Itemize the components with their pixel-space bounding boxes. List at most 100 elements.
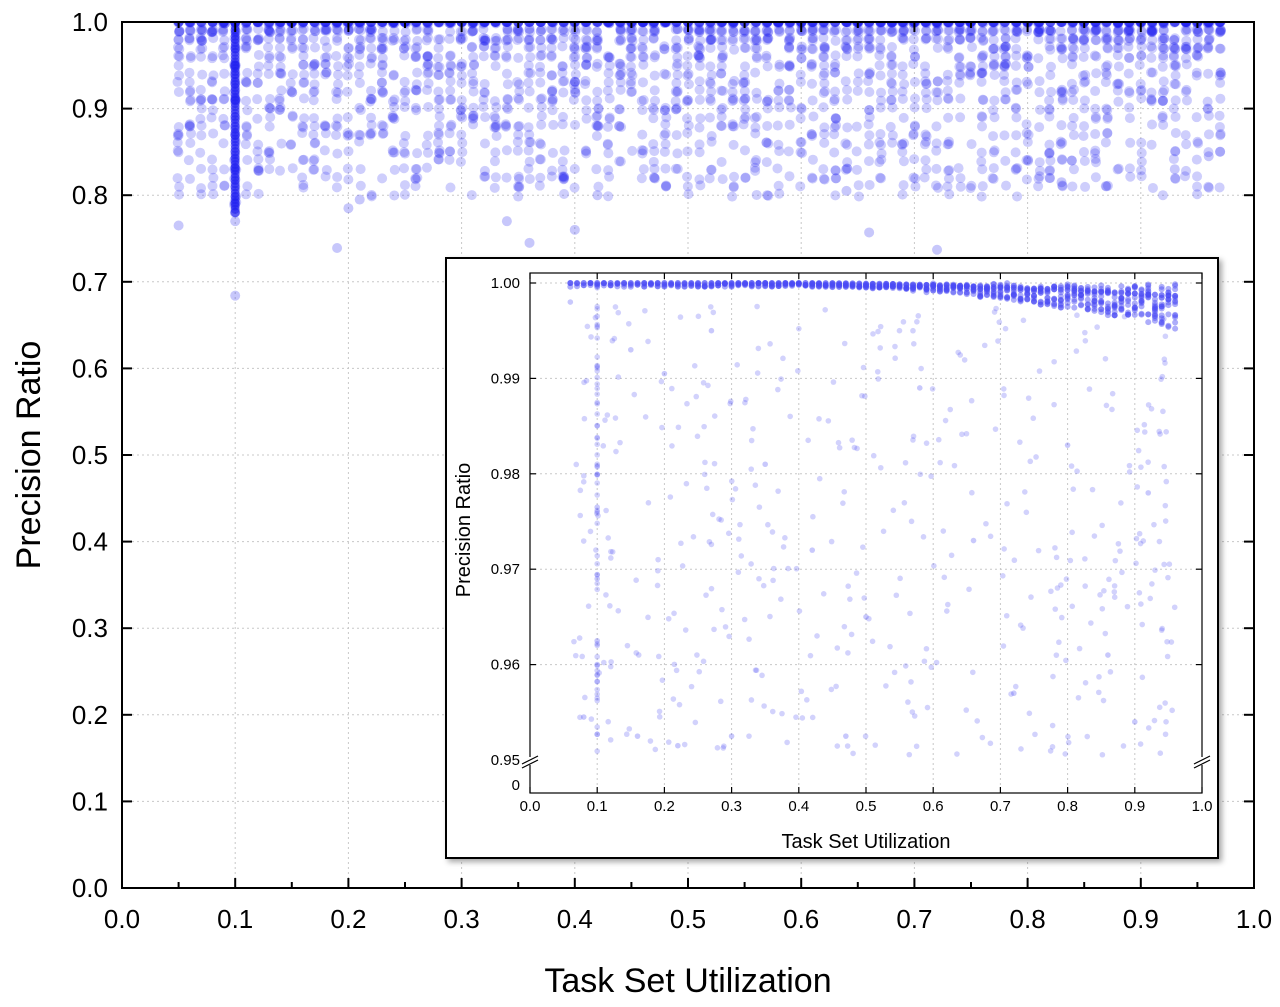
inset-data-point [809, 547, 816, 553]
inset-data-point [580, 280, 587, 286]
main-data-point [184, 87, 195, 98]
main-data-point [1011, 130, 1022, 141]
main-data-point [173, 189, 184, 200]
main-data-point [682, 127, 693, 138]
main-data-point [695, 35, 706, 46]
inset-data-point [583, 377, 590, 384]
main-data-point [512, 136, 523, 147]
inset-data-point [793, 714, 799, 720]
main-data-point [480, 33, 491, 44]
main-data-point [955, 70, 966, 81]
main-y-tick-label: 0.2 [72, 700, 108, 730]
main-data-point [797, 26, 808, 37]
main-data-point [241, 77, 252, 88]
inset-data-point [1158, 303, 1165, 310]
main-data-point [1170, 111, 1181, 122]
main-data-point [874, 60, 885, 71]
main-data-point [242, 129, 253, 140]
inset-data-point [1111, 289, 1118, 296]
main-data-point [581, 41, 592, 52]
main-data-point [1170, 61, 1181, 72]
main-data-point [1114, 78, 1125, 89]
inset-data-point [594, 385, 600, 392]
main-data-point [1124, 53, 1135, 64]
main-data-point [1123, 25, 1134, 36]
main-y-axis-title: Precision Ratio [10, 341, 48, 570]
main-data-point [932, 42, 943, 53]
inset-data-point [594, 374, 600, 381]
main-data-point [784, 59, 795, 70]
main-data-point [908, 172, 919, 183]
main-data-point [603, 22, 614, 27]
main-data-point [354, 44, 365, 55]
main-data-point [536, 24, 547, 35]
main-data-point [783, 94, 794, 105]
main-data-point [727, 33, 738, 44]
inset-data-point [1069, 603, 1076, 610]
main-data-point [591, 61, 602, 72]
inset-data-point [1084, 301, 1091, 308]
main-data-point [762, 61, 773, 72]
main-data-point [1102, 42, 1113, 53]
main-data-point [842, 163, 853, 174]
main-data-point [535, 172, 546, 183]
main-data-point [196, 24, 207, 35]
main-data-point [1045, 155, 1056, 166]
main-data-point [1125, 171, 1136, 182]
main-data-point [197, 35, 208, 46]
main-data-point [898, 25, 909, 36]
main-data-point [648, 156, 659, 167]
main-data-point [206, 26, 217, 37]
main-data-point [1057, 53, 1068, 64]
inset-data-point [594, 452, 600, 458]
main-data-point [1021, 76, 1032, 87]
main-data-point [626, 33, 637, 44]
inset-data-point [854, 445, 860, 452]
inset-data-point [769, 529, 776, 535]
inset-data-point [1118, 305, 1125, 312]
main-data-point [376, 77, 387, 88]
main-data-point [197, 35, 208, 46]
inset-data-point [716, 516, 722, 522]
main-data-point [569, 41, 580, 52]
inset-data-point [693, 393, 700, 400]
main-data-point [242, 24, 253, 35]
main-data-point [694, 50, 705, 61]
inset-data-point [1138, 297, 1145, 304]
main-data-point [422, 51, 433, 62]
main-data-point [1022, 53, 1033, 64]
main-data-point [965, 67, 976, 78]
inset-data-point [954, 751, 960, 757]
inset-data-point [679, 563, 686, 569]
main-data-point [615, 35, 626, 46]
main-data-point [241, 41, 252, 52]
inset-data-point [1138, 286, 1145, 293]
main-data-point [468, 110, 479, 121]
inset-data-point [755, 280, 762, 286]
main-data-point [807, 24, 818, 35]
inset-data-point [607, 280, 614, 286]
inset-data-point [594, 363, 600, 370]
main-data-point [547, 22, 558, 27]
main-data-point [173, 34, 184, 45]
main-data-point [377, 173, 388, 184]
main-data-point [1068, 112, 1079, 123]
inset-data-point [917, 471, 924, 478]
inset-data-point [910, 341, 917, 347]
main-data-point [1066, 25, 1077, 36]
inset-data-point [673, 667, 680, 674]
main-data-point [422, 68, 433, 79]
inset-data-point [1132, 304, 1138, 311]
main-data-point [1192, 24, 1203, 35]
main-data-point [706, 86, 717, 97]
main-data-point [784, 84, 795, 95]
inset-data-point [1111, 294, 1118, 301]
main-data-point [750, 22, 761, 27]
main-data-point [955, 35, 966, 46]
inset-data-point [849, 437, 855, 443]
inset-data-point [990, 283, 997, 290]
main-data-point [885, 121, 896, 132]
main-data-point [412, 35, 423, 46]
inset-data-point [1124, 603, 1131, 610]
inset-data-point [594, 691, 600, 698]
